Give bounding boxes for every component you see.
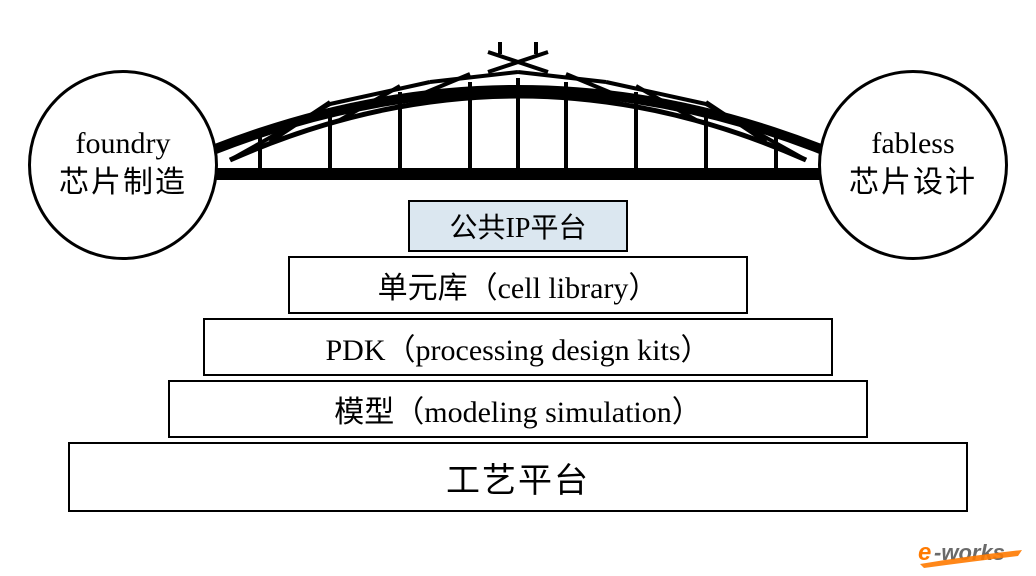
svg-text:e: e bbox=[918, 539, 931, 566]
layer-cell-library: 单元库（cell library） bbox=[288, 256, 748, 314]
layer-label: 单元库（cell library） bbox=[378, 263, 659, 307]
watermark-logo: e -works bbox=[918, 536, 1028, 570]
foundry-label-cn: 芯片制造 bbox=[59, 162, 187, 204]
layer-label: 工艺平台 bbox=[446, 453, 590, 502]
foundry-node: foundry 芯片制造 bbox=[28, 70, 218, 260]
layer-process-platform: 工艺平台 bbox=[68, 442, 968, 512]
layer-ip-platform: 公共IP平台 bbox=[408, 200, 628, 252]
fabless-label-en: fabless bbox=[871, 126, 954, 162]
layer-pdk: PDK（processing design kits） bbox=[203, 318, 833, 376]
bridge-icon bbox=[170, 42, 866, 200]
layer-label: 模型（modeling simulation） bbox=[334, 387, 702, 431]
layer-modeling: 模型（modeling simulation） bbox=[168, 380, 868, 438]
layer-label: 公共IP平台 bbox=[450, 206, 587, 246]
layer-label: PDK（processing design kits） bbox=[326, 325, 711, 369]
foundry-label-en: foundry bbox=[76, 126, 171, 162]
fabless-label-cn: 芯片设计 bbox=[849, 162, 977, 204]
fabless-node: fabless 芯片设计 bbox=[818, 70, 1008, 260]
